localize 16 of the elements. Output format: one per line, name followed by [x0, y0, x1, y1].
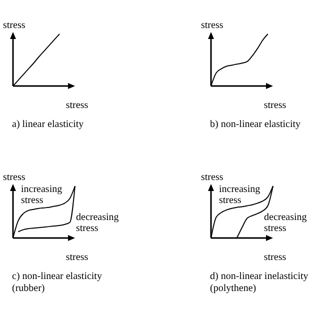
- legend-label: increasing stress: [219, 184, 260, 206]
- y-axis-title: stress: [201, 172, 224, 183]
- legend-label: increasing stress: [21, 184, 62, 206]
- text: c) non-linear elasticity (rubber): [12, 271, 102, 294]
- x-axis-title: stress: [66, 100, 88, 111]
- series-label: decreasing stress: [264, 212, 307, 234]
- y-axis-title: stress: [3, 20, 26, 31]
- text: b) non-linear elasticity: [210, 119, 301, 130]
- text: d) non-linear inelasticity (polythene): [210, 271, 308, 294]
- y-axis-title: stress: [3, 172, 26, 183]
- x-axis-title: stress: [264, 100, 286, 111]
- series-label: decreasing stress: [76, 212, 119, 234]
- y-axis-title: stress: [201, 20, 224, 31]
- text: a) linear elasticity: [12, 119, 84, 130]
- x-axis-title: stress: [66, 252, 88, 263]
- x-axis-title: stress: [264, 252, 286, 263]
